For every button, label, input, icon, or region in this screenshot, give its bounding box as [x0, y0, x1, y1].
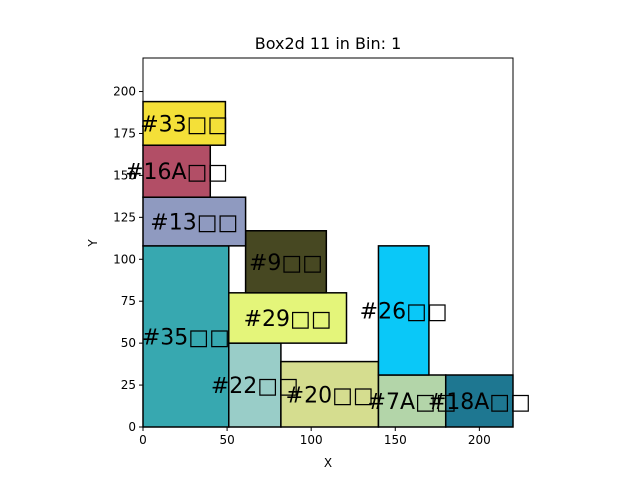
y-axis-label: Y [86, 239, 100, 248]
box-label: #20□□ [286, 383, 374, 408]
y-tick-label: 75 [121, 294, 136, 308]
x-axis: 0 50 100 150 200 [139, 427, 491, 447]
box-label: #16A□□ [125, 160, 228, 185]
box-rect [377, 245, 430, 376]
y-tick-label: 100 [113, 252, 136, 266]
y-tick-label: 200 [113, 85, 136, 99]
box-rect [228, 342, 282, 428]
box-label: #13□□ [150, 211, 238, 236]
x-tick-label: 100 [300, 433, 323, 447]
y-tick-label: 0 [128, 420, 136, 434]
x-tick-label: 0 [139, 433, 147, 447]
box-rect [244, 230, 328, 294]
box-label: #33□□ [140, 112, 228, 137]
box-label: #9□□ [249, 251, 323, 276]
box-label: #26□□ [360, 299, 448, 324]
box-label: #35□□ [142, 325, 230, 350]
box-label: #22□□ [211, 374, 299, 399]
y-tick-label: 25 [121, 378, 136, 392]
box-rect [142, 144, 212, 198]
box-rect [228, 292, 348, 344]
y-tick-label: 125 [113, 210, 136, 224]
y-axis: 0 25 50 75 100 125 150 175 200 [113, 85, 143, 434]
y-tick-label: 50 [121, 336, 136, 350]
box-label: #29□□ [244, 307, 332, 332]
y-tick-label: 175 [113, 126, 136, 140]
box-rect [142, 100, 227, 146]
box-label: #7A□□ [368, 390, 457, 415]
box-rect [142, 196, 247, 247]
chart-title: Box2d 11 in Bin: 1 [255, 34, 402, 53]
plot-area: #35□□ #22□□#20□□#7A□□#18A□□ #29□□ #26□□ #9□□… [125, 57, 531, 428]
box-label: #18A□□ [428, 390, 531, 415]
x-tick-label: 50 [219, 433, 234, 447]
y-tick-label: 150 [113, 168, 136, 182]
x-tick-label: 200 [468, 433, 491, 447]
x-axis-label: X [324, 456, 332, 470]
x-tick-label: 150 [384, 433, 407, 447]
